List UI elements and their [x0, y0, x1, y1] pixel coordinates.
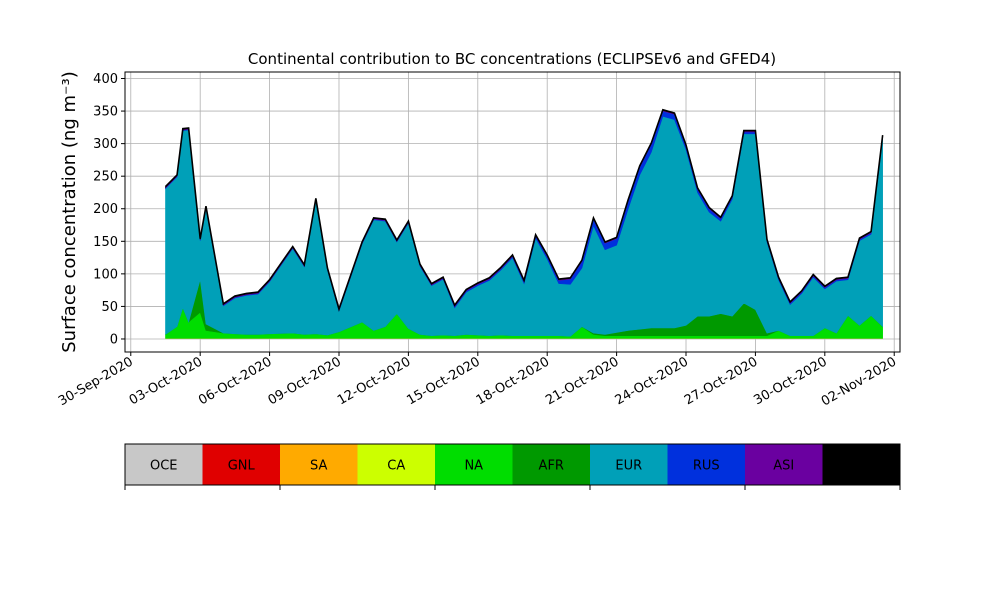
- legend-label-oce: OCE: [150, 459, 178, 474]
- y-tick-label: 150: [93, 235, 118, 250]
- legend-swatch-asi: [745, 444, 823, 485]
- legend-label-gnl: GNL: [228, 459, 256, 474]
- legend-swatch-eur: [590, 444, 668, 485]
- plot-areas: [164, 108, 884, 340]
- legend-swatch-gnl: [202, 444, 280, 485]
- legend-label-asi: ASI: [773, 459, 794, 474]
- y-tick-label: 400: [93, 72, 118, 87]
- legend-label-ca: CA: [387, 459, 405, 474]
- legend-swatch-sa: [280, 444, 358, 485]
- legend-swatch-aus: [822, 444, 900, 485]
- legend-label-rus: RUS: [693, 459, 720, 474]
- total-outline: [164, 108, 884, 312]
- legend-label-na: NA: [464, 459, 483, 474]
- y-tick-label: 100: [93, 267, 118, 282]
- colorbar-legend: OCE GNL SA CA NA AFR EUR RUS ASI AUS: [124, 443, 901, 490]
- y-tick-label: 50: [101, 300, 118, 315]
- plot-frame: [124, 71, 901, 353]
- legend-label-eur: EUR: [615, 459, 642, 474]
- legend-swatch-rus: [667, 444, 745, 485]
- legend-swatch-oce: [125, 444, 203, 485]
- y-tick-label: 0: [110, 332, 118, 347]
- y-tick-label: 200: [93, 202, 118, 217]
- y-tick-label: 250: [93, 170, 118, 185]
- legend-swatch-na: [435, 444, 513, 485]
- legend-label-afr: AFR: [539, 459, 564, 474]
- legend-swatch-afr: [512, 444, 590, 485]
- y-tick-label: 350: [93, 105, 118, 120]
- chart-title: Continental contribution to BC concentra…: [248, 50, 776, 68]
- colorbar-frame: [124, 443, 901, 486]
- y-tick-label: 300: [93, 137, 118, 152]
- legend-label-aus: AUS: [848, 459, 875, 474]
- y-axis-label: Surface concentration (ng m⁻³): [59, 71, 80, 353]
- legend-label-sa: SA: [310, 459, 327, 474]
- legend-swatch-ca: [357, 444, 435, 485]
